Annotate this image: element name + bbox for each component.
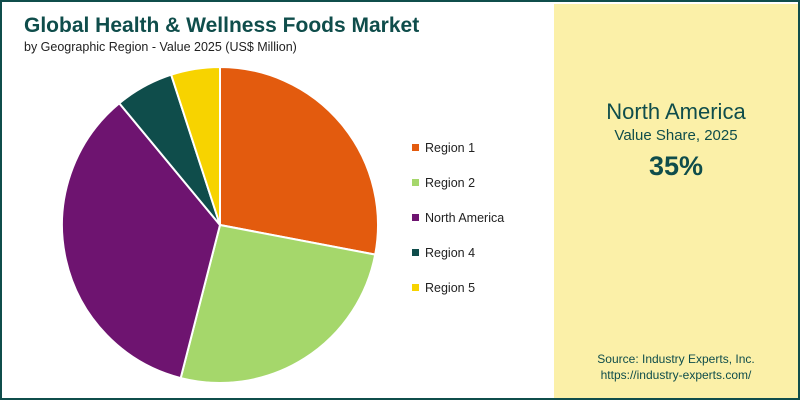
legend-label: Region 1 <box>425 140 476 155</box>
source-note: Source: Industry Experts, Inc. https://i… <box>554 351 798 383</box>
chart-legend: Region 1 Region 2 North America Region 4 Reg… <box>412 130 504 305</box>
pie-chart <box>61 65 379 384</box>
highlight-label: Value Share, 2025 <box>614 127 738 144</box>
legend-item: Region 1 <box>412 130 504 165</box>
legend-swatch <box>412 284 419 291</box>
highlight-region: North America <box>606 99 746 124</box>
pie-slice-region-2 <box>179 223 377 384</box>
legend-swatch <box>412 214 419 221</box>
legend-label: Region 4 <box>425 245 476 260</box>
legend-swatch <box>412 144 419 151</box>
legend-swatch <box>412 179 419 186</box>
legend-label: North America <box>425 210 505 225</box>
source-line: Source: Industry Experts, Inc. <box>597 352 755 366</box>
chart-subtitle: by Geographic Region - Value 2025 (US$ M… <box>24 40 297 54</box>
legend-item: Region 4 <box>412 235 504 270</box>
legend-label: Region 2 <box>425 175 476 190</box>
legend-label: Region 5 <box>425 280 476 295</box>
pie-slice-north-america <box>61 101 222 380</box>
highlight-value: 35% <box>648 151 704 181</box>
legend-item: North America <box>412 200 504 235</box>
legend-item: Region 2 <box>412 165 504 200</box>
pie-slice-region-5 <box>169 65 221 226</box>
chart-title: Global Health & Wellness Foods Market <box>24 14 420 37</box>
legend-item: Region 5 <box>412 270 504 305</box>
highlight-panel: North America Value Share, 2025 35% Sour… <box>554 4 798 398</box>
legend-swatch <box>412 249 419 256</box>
pie-slice-region-1 <box>219 65 379 256</box>
source-url: https://industry-experts.com/ <box>600 368 752 382</box>
